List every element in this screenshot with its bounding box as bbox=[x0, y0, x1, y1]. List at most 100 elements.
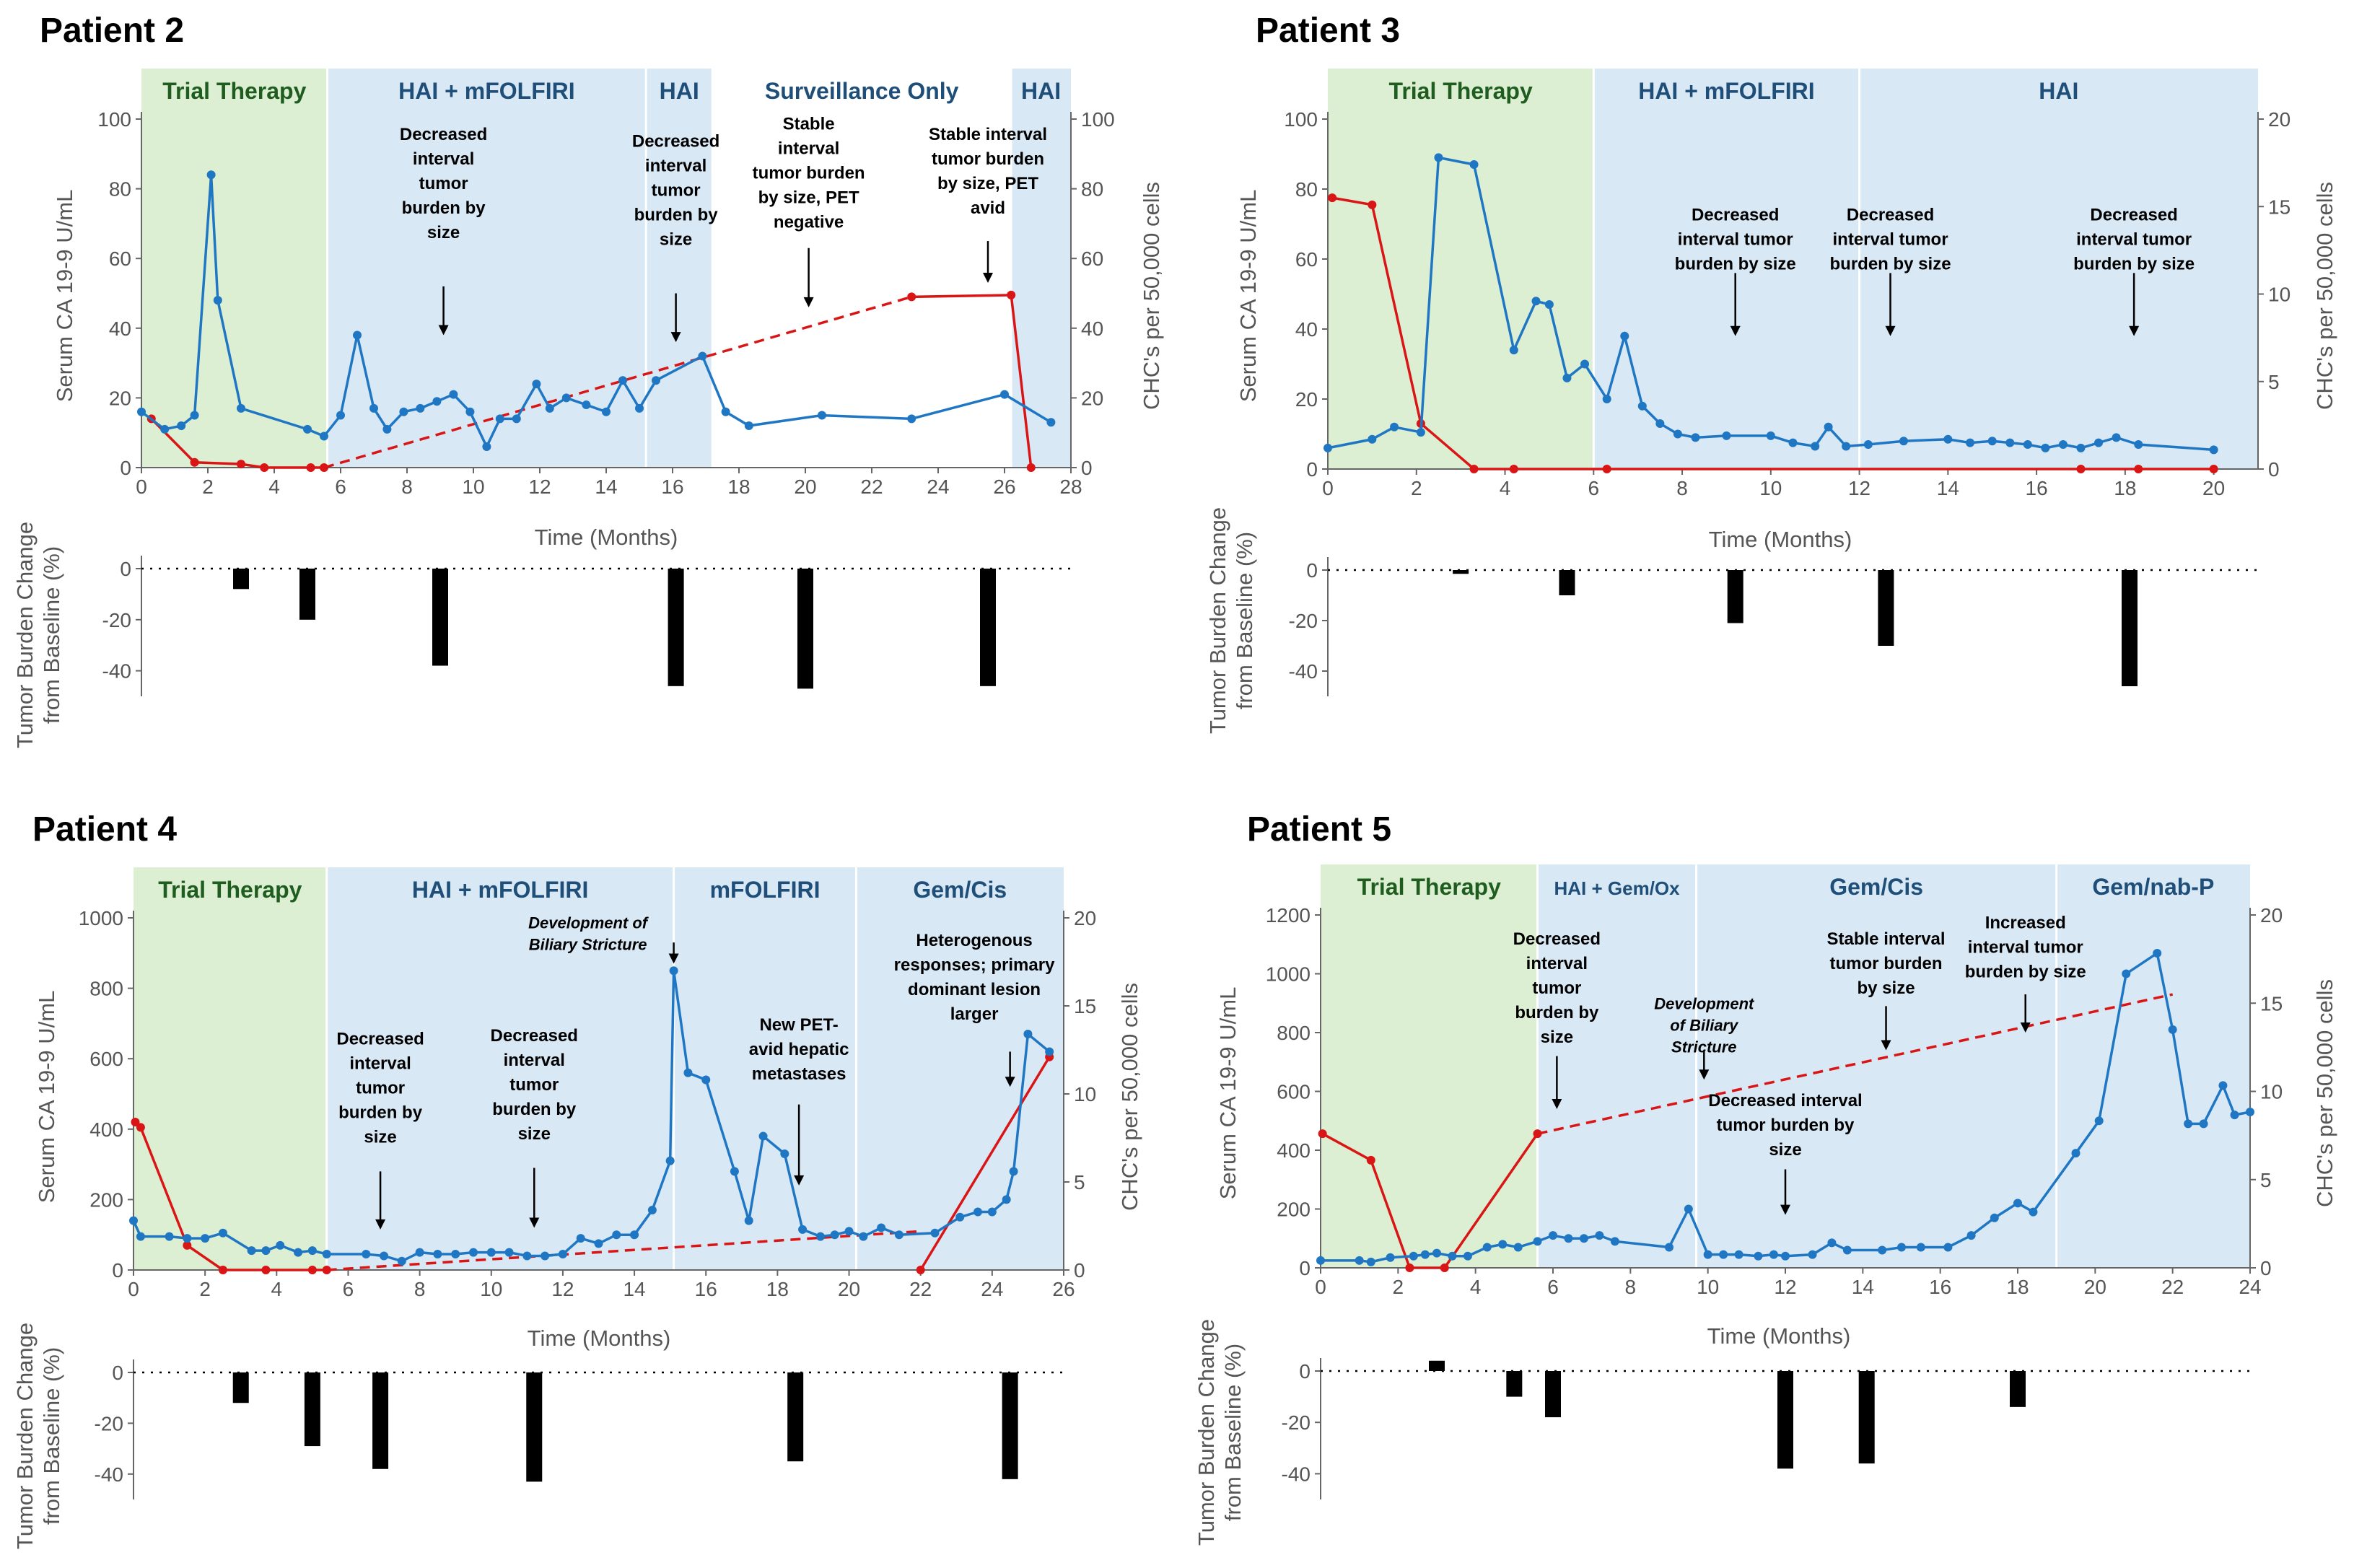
x-tick-label: 8 bbox=[401, 476, 413, 498]
x-tick-label: 20 bbox=[2202, 477, 2225, 499]
y-right-tick-label: 20 bbox=[2260, 904, 2283, 927]
annotation-text: Decreased bbox=[336, 1030, 424, 1049]
ca199-point bbox=[1943, 1243, 1953, 1252]
annotation-text: interval tumor bbox=[1968, 937, 2083, 957]
band-1 bbox=[1593, 69, 1860, 469]
ca199-point bbox=[213, 296, 222, 305]
plot-series bbox=[1323, 153, 2218, 473]
ca199-point bbox=[1432, 1248, 1441, 1258]
x-tick-label: 24 bbox=[981, 1278, 1003, 1300]
y-left-tick-label: 20 bbox=[1295, 388, 1318, 411]
ca-axis-title: Serum CA 19-9 U/mL bbox=[1235, 190, 1261, 403]
ca199-point bbox=[2199, 1119, 2208, 1129]
y-left-tick-label: 200 bbox=[1277, 1199, 1311, 1221]
tumor-burden-bar bbox=[2010, 1371, 2026, 1407]
chc-point bbox=[183, 1240, 192, 1250]
ca199-point bbox=[369, 403, 378, 413]
annotation-arrow-head bbox=[1780, 1204, 1790, 1215]
chc-point bbox=[1440, 1263, 1449, 1272]
ca199-point bbox=[247, 1246, 256, 1256]
tumor-burden-bars: 0 -20 -40 bbox=[102, 556, 1071, 696]
plot-series bbox=[129, 966, 1054, 1274]
x-axis-title: Time (Months) bbox=[528, 1326, 671, 1351]
ca199-point bbox=[1966, 438, 1975, 447]
annotation-arrow-head bbox=[375, 1219, 386, 1230]
ca199-point bbox=[237, 403, 245, 413]
band-label: Gem/Cis bbox=[913, 877, 1007, 903]
band-0 bbox=[134, 867, 327, 1270]
ca199-point bbox=[930, 1228, 940, 1238]
y-left-tick-label: 80 bbox=[1295, 178, 1318, 201]
x-tick-label: 8 bbox=[1676, 477, 1688, 499]
annotation-arrow-head bbox=[2129, 325, 2140, 336]
ca199-point bbox=[758, 1131, 768, 1141]
ca199-point bbox=[582, 400, 591, 410]
chc-point bbox=[237, 460, 245, 469]
bar-y-tick-label: -20 bbox=[95, 1412, 123, 1435]
bar-axis-title-line2: from Baseline (%) bbox=[1232, 532, 1257, 709]
ca199-point bbox=[541, 1251, 550, 1261]
y-left-tick-label: 600 bbox=[1277, 1081, 1311, 1103]
y-left-tick-label: 20 bbox=[109, 387, 131, 409]
ca199-point bbox=[1549, 1231, 1557, 1240]
annotation-text: Development bbox=[1654, 994, 1755, 1012]
band-label: HAI bbox=[660, 78, 699, 104]
chc-point bbox=[136, 1123, 145, 1132]
ca199-point bbox=[815, 1232, 825, 1241]
bar-y-tick-label: 0 bbox=[112, 1362, 123, 1384]
ca199-point bbox=[2230, 1111, 2239, 1120]
y-left-tick-label: 60 bbox=[1295, 248, 1318, 271]
ca199-point bbox=[468, 1248, 478, 1257]
x-tick-label: 16 bbox=[661, 476, 683, 498]
ca199-line bbox=[132, 970, 1051, 1263]
x-axis-title: Time (Months) bbox=[1707, 1323, 1851, 1349]
ca199-point bbox=[1610, 1237, 1619, 1246]
bar-y-tick-label: -40 bbox=[1289, 660, 1318, 683]
ca199-point bbox=[2168, 1025, 2177, 1034]
ca199-point bbox=[1533, 1237, 1542, 1246]
ca199-point bbox=[1416, 428, 1425, 437]
annotation-text: by size, PET bbox=[937, 174, 1038, 193]
chc-axis-title: CHC's per 50,000 cells bbox=[1139, 182, 1164, 410]
ca199-point bbox=[504, 1248, 514, 1257]
ca199-point bbox=[830, 1230, 839, 1240]
chc-axis: 0 5 10 15 20 bbox=[1063, 907, 1096, 1282]
ca199-point bbox=[1788, 438, 1798, 447]
ca199-point bbox=[780, 1149, 789, 1158]
ca199-point bbox=[2218, 1081, 2228, 1090]
chc-point bbox=[1469, 465, 1479, 473]
x-tick-label: 10 bbox=[480, 1278, 502, 1300]
ca199-point bbox=[2013, 1199, 2022, 1208]
ca199-point bbox=[652, 376, 660, 385]
ca199-point bbox=[2246, 1108, 2254, 1117]
y-right-tick-label: 15 bbox=[2260, 992, 2283, 1015]
ca199-point bbox=[576, 1234, 585, 1243]
y-left-tick-label: 800 bbox=[89, 978, 123, 1000]
ca199-point bbox=[1498, 1240, 1508, 1249]
ca199-point bbox=[1916, 1243, 1925, 1252]
annotation-arrow-head bbox=[1730, 325, 1741, 336]
x-tick-label: 12 bbox=[1774, 1276, 1796, 1298]
ca199-point bbox=[303, 424, 312, 434]
annotation-arrow-head bbox=[794, 1175, 805, 1186]
plot-series bbox=[137, 170, 1056, 472]
ca199-point bbox=[486, 1248, 496, 1257]
x-tick-label: 22 bbox=[2161, 1276, 2184, 1298]
y-left-tick-label: 0 bbox=[1306, 458, 1318, 481]
ca199-point bbox=[495, 414, 504, 424]
band-label: Gem/nab-P bbox=[2092, 874, 2214, 900]
x-tick-label: 14 bbox=[1937, 477, 1959, 499]
ca199-point bbox=[1564, 1234, 1573, 1243]
annotation-text: burden by size bbox=[1965, 962, 2086, 981]
annotation-text: burden by bbox=[1515, 1003, 1599, 1022]
panel-patient-4: Patient 4 Trial Therapy HAI + mFOLFIRI mFO… bbox=[12, 810, 1142, 1549]
annotation-arrow-head bbox=[668, 953, 679, 964]
panel-patient-5: Patient 5 Trial Therapy HAI + Gem/Ox Gem/C… bbox=[1194, 810, 2337, 1546]
y-left-tick-label: 1000 bbox=[79, 907, 123, 929]
y-right-tick-label: 15 bbox=[1074, 995, 1096, 1017]
ca199-point bbox=[1602, 395, 1611, 403]
band-3 bbox=[2056, 864, 2250, 1268]
ca199-point bbox=[545, 403, 554, 413]
y-right-tick-label: 5 bbox=[2268, 371, 2280, 393]
tumor-burden-bar bbox=[980, 569, 996, 686]
